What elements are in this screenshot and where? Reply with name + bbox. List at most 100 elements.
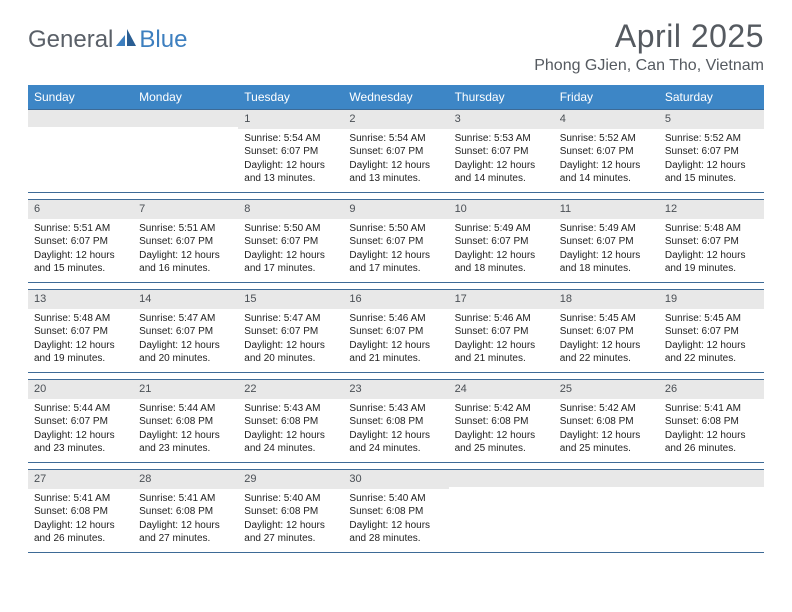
sunrise-text: Sunrise: 5:41 AM xyxy=(665,402,758,416)
day-cell: 28Sunrise: 5:41 AMSunset: 6:08 PMDayligh… xyxy=(133,470,238,552)
day-cell: 22Sunrise: 5:43 AMSunset: 6:08 PMDayligh… xyxy=(238,380,343,462)
daylight-text: Daylight: 12 hours and 16 minutes. xyxy=(139,249,232,276)
day-cell: 11Sunrise: 5:49 AMSunset: 6:07 PMDayligh… xyxy=(554,200,659,282)
daylight-text: Daylight: 12 hours and 22 minutes. xyxy=(665,339,758,366)
day-cell: 21Sunrise: 5:44 AMSunset: 6:08 PMDayligh… xyxy=(133,380,238,462)
sunset-text: Sunset: 6:07 PM xyxy=(34,325,127,339)
daylight-text: Daylight: 12 hours and 21 minutes. xyxy=(455,339,548,366)
logo-sail-icon xyxy=(116,26,136,54)
sunrise-text: Sunrise: 5:41 AM xyxy=(139,492,232,506)
sunrise-text: Sunrise: 5:41 AM xyxy=(34,492,127,506)
sunset-text: Sunset: 6:08 PM xyxy=(349,505,442,519)
day-number: 16 xyxy=(343,290,448,309)
daylight-text: Daylight: 12 hours and 17 minutes. xyxy=(244,249,337,276)
day-details: Sunrise: 5:51 AMSunset: 6:07 PMDaylight:… xyxy=(133,219,238,282)
sunrise-text: Sunrise: 5:43 AM xyxy=(244,402,337,416)
day-cell xyxy=(659,470,764,552)
sunrise-text: Sunrise: 5:50 AM xyxy=(244,222,337,236)
week-row: 27Sunrise: 5:41 AMSunset: 6:08 PMDayligh… xyxy=(28,469,764,553)
day-details: Sunrise: 5:45 AMSunset: 6:07 PMDaylight:… xyxy=(554,309,659,372)
day-details: Sunrise: 5:48 AMSunset: 6:07 PMDaylight:… xyxy=(28,309,133,372)
day-details: Sunrise: 5:44 AMSunset: 6:08 PMDaylight:… xyxy=(133,399,238,462)
title-block: April 2025 Phong GJien, Can Tho, Vietnam xyxy=(534,18,764,75)
day-cell: 20Sunrise: 5:44 AMSunset: 6:07 PMDayligh… xyxy=(28,380,133,462)
day-number: 20 xyxy=(28,380,133,399)
day-cell: 1Sunrise: 5:54 AMSunset: 6:07 PMDaylight… xyxy=(238,110,343,192)
sunset-text: Sunset: 6:07 PM xyxy=(560,235,653,249)
header: General Blue April 2025 Phong GJien, Can… xyxy=(28,18,764,75)
daylight-text: Daylight: 12 hours and 19 minutes. xyxy=(665,249,758,276)
day-number: 11 xyxy=(554,200,659,219)
sunset-text: Sunset: 6:07 PM xyxy=(665,145,758,159)
day-number: 2 xyxy=(343,110,448,129)
day-details: Sunrise: 5:44 AMSunset: 6:07 PMDaylight:… xyxy=(28,399,133,462)
daylight-text: Daylight: 12 hours and 25 minutes. xyxy=(560,429,653,456)
day-cell: 27Sunrise: 5:41 AMSunset: 6:08 PMDayligh… xyxy=(28,470,133,552)
sunset-text: Sunset: 6:07 PM xyxy=(560,325,653,339)
day-number: 12 xyxy=(659,200,764,219)
daylight-text: Daylight: 12 hours and 21 minutes. xyxy=(349,339,442,366)
week-row: 20Sunrise: 5:44 AMSunset: 6:07 PMDayligh… xyxy=(28,379,764,463)
sunrise-text: Sunrise: 5:51 AM xyxy=(34,222,127,236)
day-details: Sunrise: 5:48 AMSunset: 6:07 PMDaylight:… xyxy=(659,219,764,282)
sunset-text: Sunset: 6:07 PM xyxy=(455,235,548,249)
sunrise-text: Sunrise: 5:54 AM xyxy=(244,132,337,146)
day-number: 19 xyxy=(659,290,764,309)
daylight-text: Daylight: 12 hours and 28 minutes. xyxy=(349,519,442,546)
daylight-text: Daylight: 12 hours and 24 minutes. xyxy=(349,429,442,456)
calendar-grid: Sunday Monday Tuesday Wednesday Thursday… xyxy=(28,85,764,553)
day-details: Sunrise: 5:52 AMSunset: 6:07 PMDaylight:… xyxy=(554,129,659,192)
sunset-text: Sunset: 6:08 PM xyxy=(665,415,758,429)
daylight-text: Daylight: 12 hours and 27 minutes. xyxy=(139,519,232,546)
day-cell: 10Sunrise: 5:49 AMSunset: 6:07 PMDayligh… xyxy=(449,200,554,282)
sunrise-text: Sunrise: 5:46 AM xyxy=(349,312,442,326)
daylight-text: Daylight: 12 hours and 25 minutes. xyxy=(455,429,548,456)
sunset-text: Sunset: 6:07 PM xyxy=(455,145,548,159)
daylight-text: Daylight: 12 hours and 13 minutes. xyxy=(244,159,337,186)
day-number: 5 xyxy=(659,110,764,129)
day-details: Sunrise: 5:52 AMSunset: 6:07 PMDaylight:… xyxy=(659,129,764,192)
sunset-text: Sunset: 6:07 PM xyxy=(560,145,653,159)
day-number: 13 xyxy=(28,290,133,309)
daylight-text: Daylight: 12 hours and 18 minutes. xyxy=(455,249,548,276)
day-number: 29 xyxy=(238,470,343,489)
sunrise-text: Sunrise: 5:42 AM xyxy=(560,402,653,416)
day-cell: 5Sunrise: 5:52 AMSunset: 6:07 PMDaylight… xyxy=(659,110,764,192)
sunset-text: Sunset: 6:07 PM xyxy=(34,415,127,429)
day-cell: 23Sunrise: 5:43 AMSunset: 6:08 PMDayligh… xyxy=(343,380,448,462)
weekday-header: Wednesday xyxy=(343,85,448,109)
sunset-text: Sunset: 6:08 PM xyxy=(139,415,232,429)
weekday-header: Saturday xyxy=(659,85,764,109)
daylight-text: Daylight: 12 hours and 26 minutes. xyxy=(34,519,127,546)
week-row: 13Sunrise: 5:48 AMSunset: 6:07 PMDayligh… xyxy=(28,289,764,373)
day-number: 15 xyxy=(238,290,343,309)
sunset-text: Sunset: 6:07 PM xyxy=(244,325,337,339)
day-cell: 8Sunrise: 5:50 AMSunset: 6:07 PMDaylight… xyxy=(238,200,343,282)
location-text: Phong GJien, Can Tho, Vietnam xyxy=(534,57,764,75)
day-details: Sunrise: 5:41 AMSunset: 6:08 PMDaylight:… xyxy=(133,489,238,552)
day-cell: 7Sunrise: 5:51 AMSunset: 6:07 PMDaylight… xyxy=(133,200,238,282)
day-number: 22 xyxy=(238,380,343,399)
daylight-text: Daylight: 12 hours and 19 minutes. xyxy=(34,339,127,366)
sunset-text: Sunset: 6:07 PM xyxy=(349,145,442,159)
sunrise-text: Sunrise: 5:54 AM xyxy=(349,132,442,146)
day-cell xyxy=(554,470,659,552)
weeks-container: 1Sunrise: 5:54 AMSunset: 6:07 PMDaylight… xyxy=(28,109,764,553)
sunset-text: Sunset: 6:07 PM xyxy=(34,235,127,249)
day-cell: 13Sunrise: 5:48 AMSunset: 6:07 PMDayligh… xyxy=(28,290,133,372)
sunrise-text: Sunrise: 5:45 AM xyxy=(560,312,653,326)
daylight-text: Daylight: 12 hours and 23 minutes. xyxy=(139,429,232,456)
month-title: April 2025 xyxy=(534,18,764,55)
day-number: 3 xyxy=(449,110,554,129)
day-number xyxy=(554,470,659,487)
day-details: Sunrise: 5:43 AMSunset: 6:08 PMDaylight:… xyxy=(238,399,343,462)
day-number: 6 xyxy=(28,200,133,219)
day-cell: 17Sunrise: 5:46 AMSunset: 6:07 PMDayligh… xyxy=(449,290,554,372)
sunset-text: Sunset: 6:08 PM xyxy=(560,415,653,429)
day-cell: 9Sunrise: 5:50 AMSunset: 6:07 PMDaylight… xyxy=(343,200,448,282)
day-details: Sunrise: 5:40 AMSunset: 6:08 PMDaylight:… xyxy=(343,489,448,552)
logo: General Blue xyxy=(28,26,187,54)
sunrise-text: Sunrise: 5:52 AM xyxy=(665,132,758,146)
daylight-text: Daylight: 12 hours and 24 minutes. xyxy=(244,429,337,456)
daylight-text: Daylight: 12 hours and 23 minutes. xyxy=(34,429,127,456)
